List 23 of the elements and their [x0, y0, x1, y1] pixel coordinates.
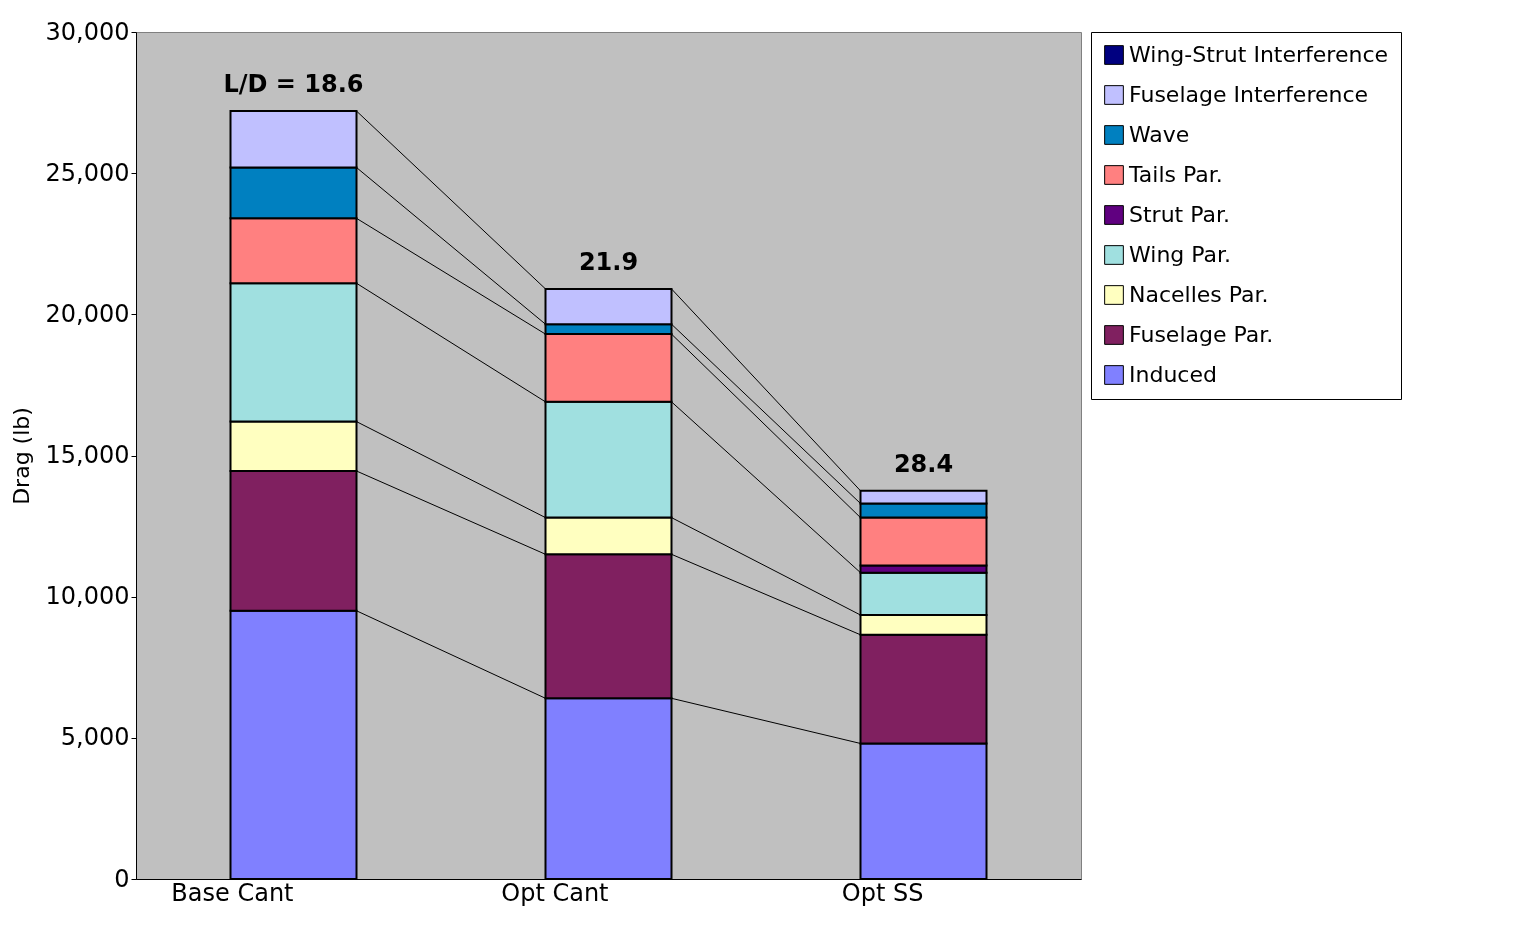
annotation: L/D = 18.6 — [223, 70, 364, 99]
y-tick-label: 25,000 — [45, 158, 130, 187]
legend-label: Fuselage Interference — [1129, 82, 1369, 107]
y-tick-label: 5,000 — [60, 723, 130, 752]
annotation: 21.9 — [578, 247, 639, 276]
legend-label: Induced — [1129, 362, 1217, 387]
y-tick-label: 20,000 — [45, 299, 130, 328]
x-tick-label: Base Cant — [171, 878, 294, 907]
legend-label: Wing-Strut Interference — [1129, 42, 1389, 67]
y-tick-label: 10,000 — [45, 582, 130, 611]
x-tick-label: Opt SS — [841, 878, 924, 907]
legend-label: Wave — [1129, 122, 1190, 147]
legend-label: Strut Par. — [1129, 202, 1230, 227]
y-axis-title: Drag (lb) — [8, 407, 34, 505]
legend-label: Nacelles Par. — [1129, 282, 1269, 307]
legend-label: Fuselage Par. — [1129, 322, 1274, 347]
legend-label: Wing Par. — [1129, 242, 1232, 267]
y-tick-label: 30,000 — [45, 17, 130, 46]
annotation: 28.4 — [893, 449, 954, 478]
y-tick-label: 0 — [114, 864, 130, 893]
y-tick-label: 15,000 — [45, 441, 130, 469]
legend-label: Tails Par. — [1128, 162, 1223, 187]
x-tick-label: Opt Cant — [501, 878, 609, 907]
